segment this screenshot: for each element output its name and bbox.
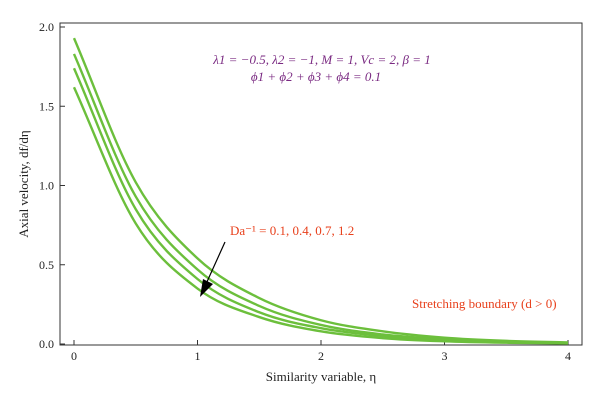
stretching-label: Stretching boundary (d > 0) <box>412 296 557 311</box>
x-tick-label-4: 4 <box>565 349 571 363</box>
da-arrow-line <box>205 241 226 285</box>
params-line-1: λ1 = −0.5, λ2 = −1, M = 1, Vc = 2, β = 1 <box>212 52 430 67</box>
x-tick-label-0: 0 <box>71 349 77 363</box>
x-tick-label-1: 1 <box>195 349 201 363</box>
y-tick-label-2: 1.0 <box>39 179 54 193</box>
x-tick-label-2: 2 <box>318 349 324 363</box>
series-line-4 <box>72 86 569 345</box>
y-tick-label-3: 1.5 <box>39 99 54 113</box>
y-tick-label-1: 0.5 <box>39 258 54 272</box>
x-tick-label-3: 3 <box>442 349 448 363</box>
y-axis-title: Axial velocity, df/dη <box>16 130 31 238</box>
y-tick-label-0: 0.0 <box>39 337 54 351</box>
y-tick-label-4: 2.0 <box>39 20 54 34</box>
params-line-2: ϕ1 + ϕ2 + ϕ3 + ϕ4 = 0.1 <box>251 69 381 84</box>
ticks: 0 1 2 3 4 0.0 0.5 1.0 1.5 2.0 <box>39 20 571 363</box>
x-axis-title: Similarity variable, η <box>266 369 377 384</box>
da-arrowhead <box>200 279 213 297</box>
da-label: Da⁻¹ = 0.1, 0.4, 0.7, 1.2 <box>230 223 354 238</box>
series-group <box>72 37 569 345</box>
